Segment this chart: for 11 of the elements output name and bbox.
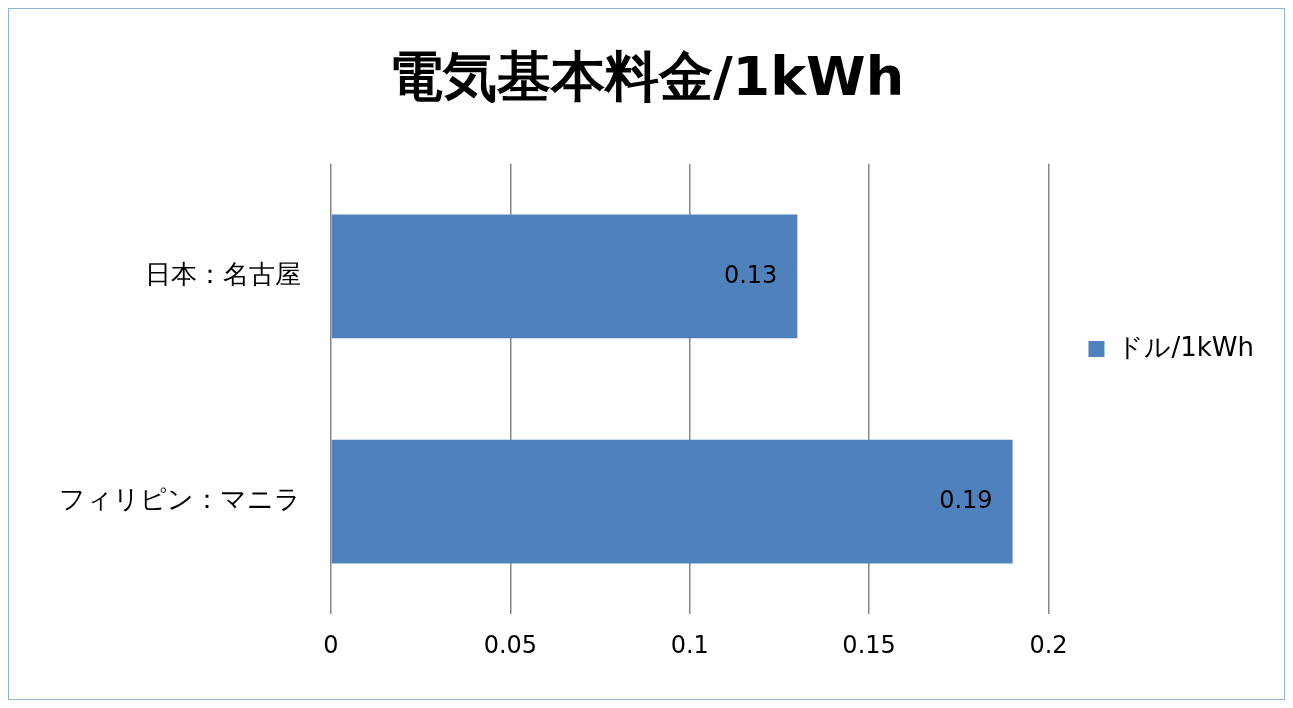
legend-label: ドル/1kWh bbox=[1117, 331, 1254, 362]
chart-title: 電気基本料金/1kWh bbox=[388, 45, 905, 109]
data-label: 0.13 bbox=[723, 260, 778, 289]
y-tick-label: フィリピン：マニラ bbox=[59, 484, 301, 515]
x-tick-label: 0.15 bbox=[842, 630, 896, 659]
data-label: 0.19 bbox=[939, 485, 993, 514]
x-tick-label: 0.1 bbox=[670, 630, 709, 659]
x-tick-label: 0.2 bbox=[1029, 630, 1068, 659]
y-tick-label: 日本：名古屋 bbox=[145, 259, 301, 290]
x-tick-label: 0.05 bbox=[483, 630, 538, 659]
x-tick-label: 0 bbox=[323, 630, 339, 659]
